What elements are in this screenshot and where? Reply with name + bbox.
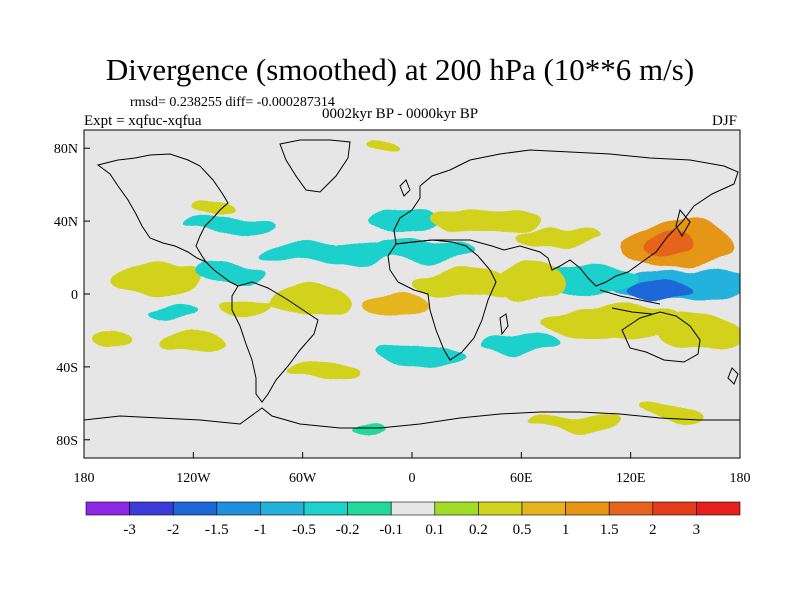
anomaly-region-24 bbox=[89, 330, 134, 349]
colorbar-swatch bbox=[347, 501, 392, 516]
anomaly-region-16 bbox=[366, 239, 476, 262]
anomaly-region-30 bbox=[348, 419, 385, 431]
season-label: DJF bbox=[712, 113, 738, 129]
coast-central-america bbox=[205, 261, 239, 287]
y-tick-label: 40N bbox=[54, 215, 78, 230]
anomaly-region-13 bbox=[271, 286, 352, 320]
coast-greenland bbox=[279, 139, 351, 193]
x-tick-label: 60E bbox=[510, 471, 533, 486]
anomaly-region-15 bbox=[257, 242, 403, 265]
colorbar-label: 1.5 bbox=[600, 522, 619, 538]
colorbar-swatch bbox=[172, 501, 218, 516]
colorbar-label: 0.1 bbox=[425, 522, 444, 538]
colorbar-label: -0.2 bbox=[336, 522, 360, 538]
x-tick-label: 180 bbox=[74, 471, 95, 486]
y-tick-label: 80S bbox=[56, 434, 78, 449]
colorbar-swatch bbox=[521, 501, 566, 516]
x-tick-label: 0 bbox=[409, 471, 416, 486]
chart-title: Divergence (smoothed) at 200 hPa (10**6 … bbox=[105, 52, 695, 87]
experiment-label: Expt = xqfuc-xqfua bbox=[84, 113, 202, 129]
colorbar-swatch bbox=[260, 501, 305, 516]
anomaly-region-1 bbox=[641, 232, 693, 254]
colorbar-swatch bbox=[652, 501, 697, 516]
colorbar-label: 0.2 bbox=[469, 522, 488, 538]
colorbar-swatch bbox=[85, 501, 130, 516]
coast-uk bbox=[399, 179, 411, 197]
colorbar-swatch bbox=[478, 501, 523, 516]
colorbar-swatch bbox=[390, 501, 436, 516]
anomaly-region-8 bbox=[659, 315, 740, 353]
colorbar-swatch bbox=[608, 501, 654, 516]
coast-australia bbox=[621, 311, 701, 363]
coast-indonesia bbox=[599, 289, 661, 315]
y-tick-label: 0 bbox=[71, 288, 78, 303]
anomaly-region-17 bbox=[184, 215, 276, 234]
x-tick-label: 60W bbox=[289, 471, 317, 486]
coast-africa bbox=[387, 239, 497, 361]
colorbar-swatch bbox=[434, 501, 479, 516]
anomaly-region-22 bbox=[481, 334, 562, 356]
period-label: 0002kyr BP - 0000kyr BP bbox=[321, 106, 479, 122]
colorbar-label: -3 bbox=[123, 522, 136, 538]
coastlines bbox=[84, 139, 740, 429]
coast-japan bbox=[675, 208, 691, 237]
stats-text: rmsd= 0.238255 diff= -0.000287314 bbox=[130, 95, 335, 110]
anomaly-region-18 bbox=[366, 210, 440, 233]
anomaly-region-3 bbox=[630, 279, 697, 302]
anomaly-region-7 bbox=[539, 304, 686, 338]
x-axis: 180 120W 60W 0 60E 120E 180 bbox=[74, 452, 751, 486]
coast-new-zealand bbox=[727, 367, 739, 385]
anomaly-region-9 bbox=[111, 264, 203, 294]
x-tick-label: 120E bbox=[616, 471, 646, 486]
colorbar-label: 2 bbox=[649, 522, 657, 538]
anomaly-region-14 bbox=[360, 294, 427, 316]
colorbar-label: 0.5 bbox=[513, 522, 532, 538]
anomaly-region-29 bbox=[643, 405, 710, 420]
colorbar-label: -0.5 bbox=[292, 522, 316, 538]
colorbar-label: -0.1 bbox=[379, 522, 403, 538]
anomaly-region-20 bbox=[512, 226, 604, 245]
anomaly-layer bbox=[89, 139, 740, 431]
colorbar-label: 1 bbox=[562, 522, 570, 538]
colorbar-label: -1.5 bbox=[205, 522, 229, 538]
y-axis: 80N 40N 0 40S 80S bbox=[54, 142, 90, 449]
anomaly-region-27 bbox=[193, 199, 238, 214]
colorbar-swatch bbox=[696, 501, 741, 516]
colorbar-label: -2 bbox=[167, 522, 180, 538]
anomaly-region-25 bbox=[284, 361, 358, 380]
coast-eurasia bbox=[393, 149, 739, 287]
coast-madagascar bbox=[499, 313, 509, 336]
colorbar-swatch bbox=[129, 501, 174, 516]
anomaly-region-12 bbox=[222, 297, 274, 313]
colorbar: -3 -2 -1.5 -1 -0.5 -0.2 -0.1 0.1 0.2 0.5 1 1.5 2 3 bbox=[85, 501, 741, 538]
colorbar-label: 3 bbox=[693, 522, 701, 538]
colorbar-swatch bbox=[303, 501, 348, 516]
anomaly-region-23 bbox=[160, 334, 227, 356]
coast-north-america bbox=[96, 153, 229, 264]
x-tick-label: 120W bbox=[176, 471, 211, 486]
anomaly-region-28 bbox=[530, 414, 622, 429]
anomaly-region-21 bbox=[375, 343, 467, 366]
coast-antarctica bbox=[84, 407, 740, 429]
anomaly-region-11 bbox=[149, 304, 201, 320]
anomaly-region-10 bbox=[193, 263, 267, 282]
x-tick-label: 180 bbox=[730, 471, 751, 486]
colorbar-swatch bbox=[216, 501, 261, 516]
colorbar-label: -1 bbox=[254, 522, 267, 538]
colorbar-swatch bbox=[565, 501, 610, 516]
y-tick-label: 40S bbox=[56, 361, 78, 376]
anomaly-region-19 bbox=[430, 210, 540, 233]
coast-south-america bbox=[231, 281, 319, 403]
anomaly-region-26 bbox=[366, 139, 403, 151]
y-tick-label: 80N bbox=[54, 142, 78, 157]
